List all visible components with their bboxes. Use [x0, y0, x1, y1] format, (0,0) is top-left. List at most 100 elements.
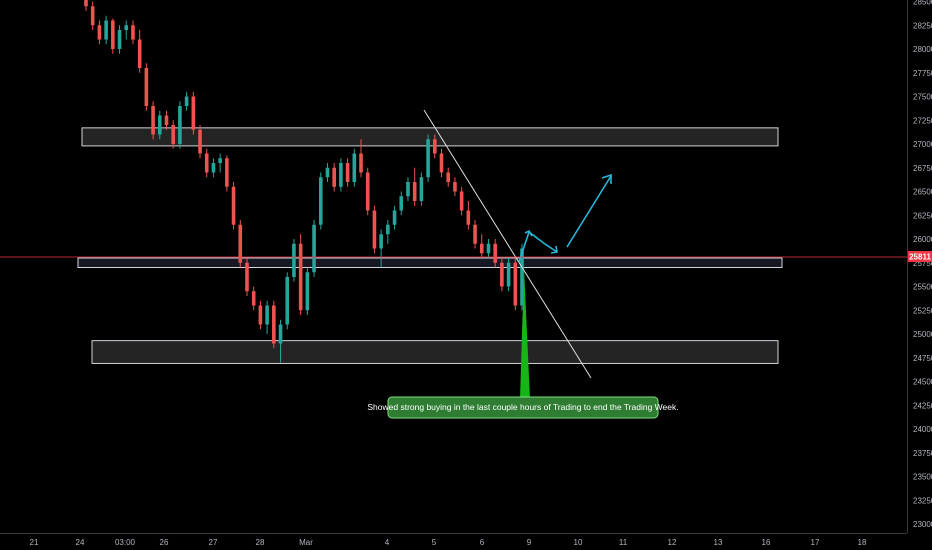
price-axis[interactable]: 23000 23250 23500 23750 24000 24250 24500 24750… — [907, 0, 932, 533]
candle-body — [473, 224, 477, 244]
candle-body — [372, 210, 377, 249]
time-tick-label: Mar — [299, 538, 313, 547]
candle-body — [184, 96, 189, 106]
candle-body — [325, 167, 330, 178]
time-tick-label: 03:00 — [115, 538, 136, 547]
candle-body — [352, 153, 357, 182]
candle-body — [278, 324, 283, 344]
time-tick-label: 24 — [76, 538, 85, 547]
price-tick-label: 24000 — [913, 425, 932, 434]
candle-body — [419, 177, 424, 201]
projection-arrow-down-head — [550, 245, 558, 254]
candle-body — [426, 139, 430, 178]
time-axis[interactable]: 21 24 03:00 26 27 28 Mar 4 5 6 9 10 11 12 13 16 17 18 — [0, 533, 907, 548]
candle-body — [225, 158, 229, 187]
price-tick-label: 24750 — [913, 354, 932, 363]
candle-body — [520, 248, 524, 306]
candle-body — [84, 0, 88, 7]
time-tick-label: 4 — [385, 538, 390, 547]
price-tick-label: 26500 — [913, 188, 932, 197]
candle-body — [191, 96, 196, 130]
price-tick-label: 24250 — [913, 401, 932, 410]
time-tick-label: 12 — [668, 538, 677, 547]
zone-resistance[interactable] — [81, 127, 779, 147]
candle-body — [339, 163, 343, 187]
candle-body — [144, 68, 149, 106]
price-tick-label: 23750 — [913, 449, 932, 458]
candle-body — [513, 262, 518, 306]
candle-body — [157, 115, 162, 135]
projection-arrow-down — [528, 231, 558, 253]
candle-body — [292, 243, 296, 277]
candle-body — [318, 177, 323, 225]
candle-body — [379, 234, 383, 249]
current-price-label: 25811 — [909, 253, 931, 262]
candle-body — [285, 277, 290, 325]
candle-body — [211, 163, 216, 173]
time-tick-label: 10 — [574, 538, 583, 547]
candle-body — [231, 186, 236, 225]
price-tick-label: 28500 — [913, 0, 932, 7]
candle-body — [131, 25, 135, 40]
candle-body — [245, 262, 249, 292]
price-tick-label: 25750 — [913, 259, 932, 268]
price-axis-ticks: 23000 23250 23500 23750 24000 24250 24500 24750… — [913, 0, 932, 529]
candle-body — [298, 243, 303, 311]
time-tick-label: 28 — [256, 538, 265, 547]
price-tick-label: 25000 — [913, 330, 932, 339]
candle-body — [238, 224, 243, 263]
candle-body — [117, 30, 122, 49]
candle-body — [493, 243, 497, 263]
price-tick-label: 28250 — [913, 21, 932, 30]
candle-body — [204, 153, 209, 173]
time-tick-label: 5 — [432, 538, 437, 547]
current-price-tag — [908, 251, 932, 262]
candle-body — [104, 20, 108, 40]
time-axis-ticks: 21 24 03:00 26 27 28 Mar 4 5 6 9 10 11 12 13 16 17 18 — [30, 538, 867, 547]
candle-body — [453, 182, 457, 192]
trendline[interactable] — [423, 109, 592, 379]
time-tick-label: 18 — [858, 538, 867, 547]
callout[interactable]: Showed strong buying in the last couple … — [367, 268, 679, 419]
price-tick-label: 24500 — [913, 378, 932, 387]
time-tick-label: 16 — [762, 538, 771, 547]
candle-body — [359, 153, 363, 173]
callout-box — [387, 396, 659, 419]
candle-body — [386, 224, 390, 235]
price-zones — [77, 127, 783, 364]
candle-body — [198, 129, 202, 154]
time-tick-label: 13 — [714, 538, 723, 547]
candle-body — [265, 305, 269, 325]
projection-arrow-long — [566, 175, 612, 248]
candle-body — [433, 139, 437, 154]
candle-body — [486, 243, 491, 254]
candle-body — [345, 163, 350, 182]
price-tick-label: 27250 — [913, 116, 932, 125]
candle-body — [479, 243, 484, 254]
candle-body — [392, 210, 397, 225]
candle-body — [111, 20, 115, 49]
price-tick-label: 26000 — [913, 235, 932, 244]
price-tick-label: 27750 — [913, 69, 932, 78]
time-tick-label: 11 — [619, 538, 628, 547]
zone-pivot[interactable] — [77, 257, 783, 268]
price-tick-label: 23000 — [913, 520, 932, 529]
candle-body — [332, 167, 336, 187]
candle-body — [466, 210, 471, 225]
time-tick-label: 26 — [160, 538, 169, 547]
candle-body — [412, 182, 417, 201]
candlestick-series — [84, 0, 524, 363]
candle-body — [506, 262, 511, 287]
zone-support[interactable] — [91, 340, 779, 364]
candle-body — [90, 6, 95, 26]
candle-body — [272, 305, 276, 344]
candle-body — [305, 272, 310, 311]
candle-body — [446, 172, 451, 182]
candle-body — [258, 305, 263, 325]
projection-arrow-long-head — [601, 173, 612, 184]
time-tick-label: 17 — [811, 538, 820, 547]
candle-body — [137, 39, 142, 68]
price-tick-label: 26250 — [913, 211, 932, 220]
